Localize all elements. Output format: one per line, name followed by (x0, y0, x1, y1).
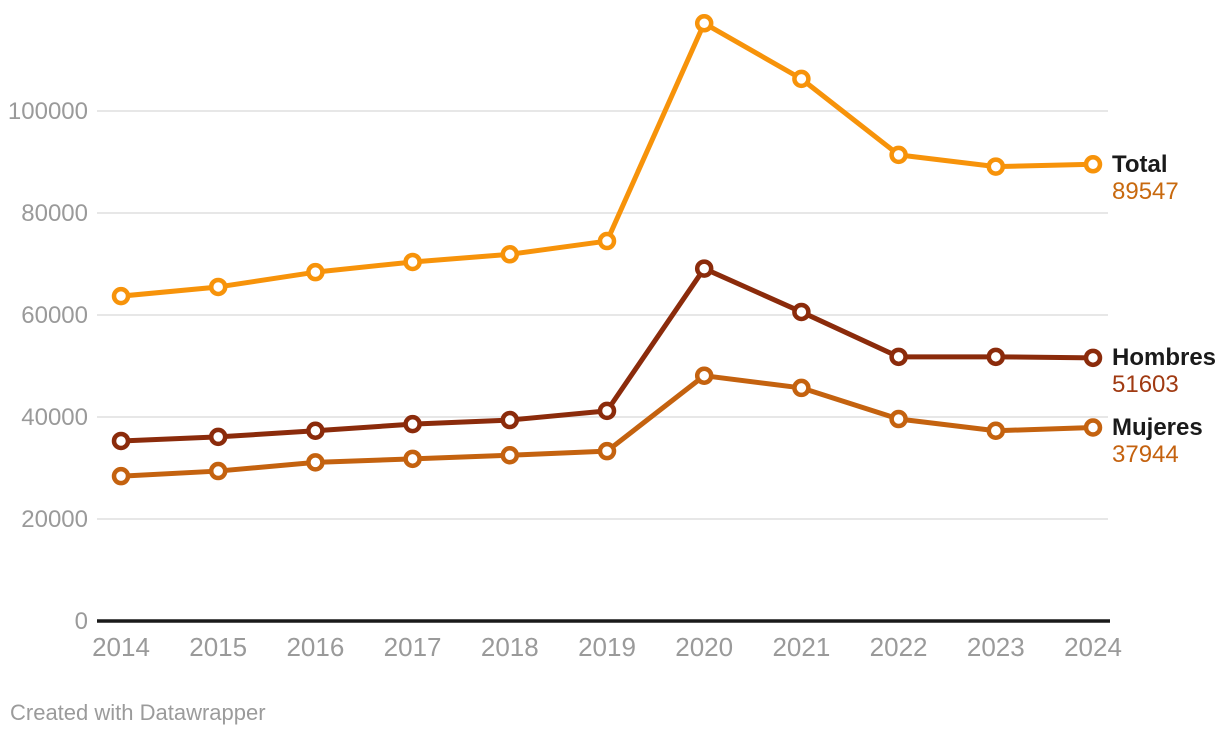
x-axis-tick-label-2016: 2016 (286, 632, 344, 662)
y-axis-tick-label: 0 (75, 608, 88, 635)
y-axis-tick-label: 80000 (21, 200, 88, 227)
data-point-total-2022 (889, 145, 908, 165)
data-point-mujeres-2014 (111, 466, 131, 486)
series-value-hombres: 51603 (1112, 371, 1179, 398)
data-point-hombres-2019 (597, 401, 617, 421)
data-point-hombres-2020 (694, 259, 714, 278)
data-point-total-2020 (694, 14, 714, 33)
data-point-mujeres-2022 (889, 409, 908, 429)
series-value-mujeres: 37944 (1112, 441, 1179, 468)
data-point-mujeres-2020 (694, 366, 714, 385)
data-point-total-2017 (403, 252, 422, 272)
data-point-hombres-2015 (208, 427, 228, 447)
data-point-total-2015 (208, 277, 228, 297)
x-axis-tick-label-2022: 2022 (870, 632, 928, 662)
data-point-mujeres-2016 (306, 453, 325, 472)
data-point-total-2016 (306, 262, 325, 282)
data-point-mujeres-2015 (208, 461, 228, 481)
x-axis-tick-label-2017: 2017 (384, 632, 442, 662)
x-axis-tick-label-2021: 2021 (772, 632, 830, 662)
series-end-label-mujeres: Mujeres 37944 (1112, 414, 1203, 468)
y-axis-tick-label: 20000 (21, 506, 88, 533)
x-axis-tick-label-2014: 2014 (92, 632, 150, 662)
data-point-hombres-2018 (500, 410, 520, 430)
data-point-total-2024 (1083, 155, 1103, 174)
data-point-total-2018 (500, 245, 520, 264)
series-name-mujeres: Mujeres (1112, 414, 1203, 441)
data-point-mujeres-2017 (403, 449, 422, 469)
series-name-hombres: Hombres (1112, 344, 1217, 371)
data-point-hombres-2023 (986, 347, 1006, 367)
y-axis-tick-label: 60000 (21, 302, 88, 329)
data-point-total-2014 (111, 286, 131, 306)
data-point-mujeres-2018 (500, 446, 520, 465)
x-axis-tick-label-2018: 2018 (481, 632, 539, 662)
data-point-total-2023 (986, 157, 1006, 176)
x-axis-tick-label-2019: 2019 (578, 632, 636, 662)
series-name-total: Total (1112, 151, 1168, 178)
data-point-hombres-2024 (1083, 348, 1103, 368)
x-axis-tick-label-2023: 2023 (967, 632, 1025, 662)
data-point-hombres-2014 (111, 431, 131, 451)
x-axis-tick-label-2015: 2015 (189, 632, 247, 662)
data-point-hombres-2017 (403, 414, 422, 434)
datawrapper-attribution[interactable]: Created with Datawrapper (10, 700, 266, 725)
data-point-total-2021 (792, 69, 811, 89)
y-axis-tick-label: 40000 (21, 404, 88, 431)
data-point-hombres-2021 (792, 302, 811, 322)
y-axis-tick-label: 100000 (8, 98, 88, 125)
series-end-label-total: Total 89547 (1112, 151, 1179, 205)
data-point-total-2019 (597, 231, 617, 251)
data-point-hombres-2022 (889, 347, 908, 367)
data-point-mujeres-2023 (986, 421, 1006, 441)
series-value-total: 89547 (1112, 178, 1179, 205)
series-line-mujeres (118, 373, 1096, 479)
x-axis-tick-label-2020: 2020 (675, 632, 733, 662)
data-point-mujeres-2021 (792, 378, 811, 398)
data-point-mujeres-2019 (597, 441, 617, 461)
data-point-hombres-2016 (306, 421, 325, 441)
data-point-mujeres-2024 (1083, 418, 1103, 437)
series-end-label-hombres: Hombres 51603 (1112, 344, 1216, 398)
x-axis-tick-label-2024: 2024 (1064, 632, 1122, 662)
series-line-total (118, 20, 1096, 299)
